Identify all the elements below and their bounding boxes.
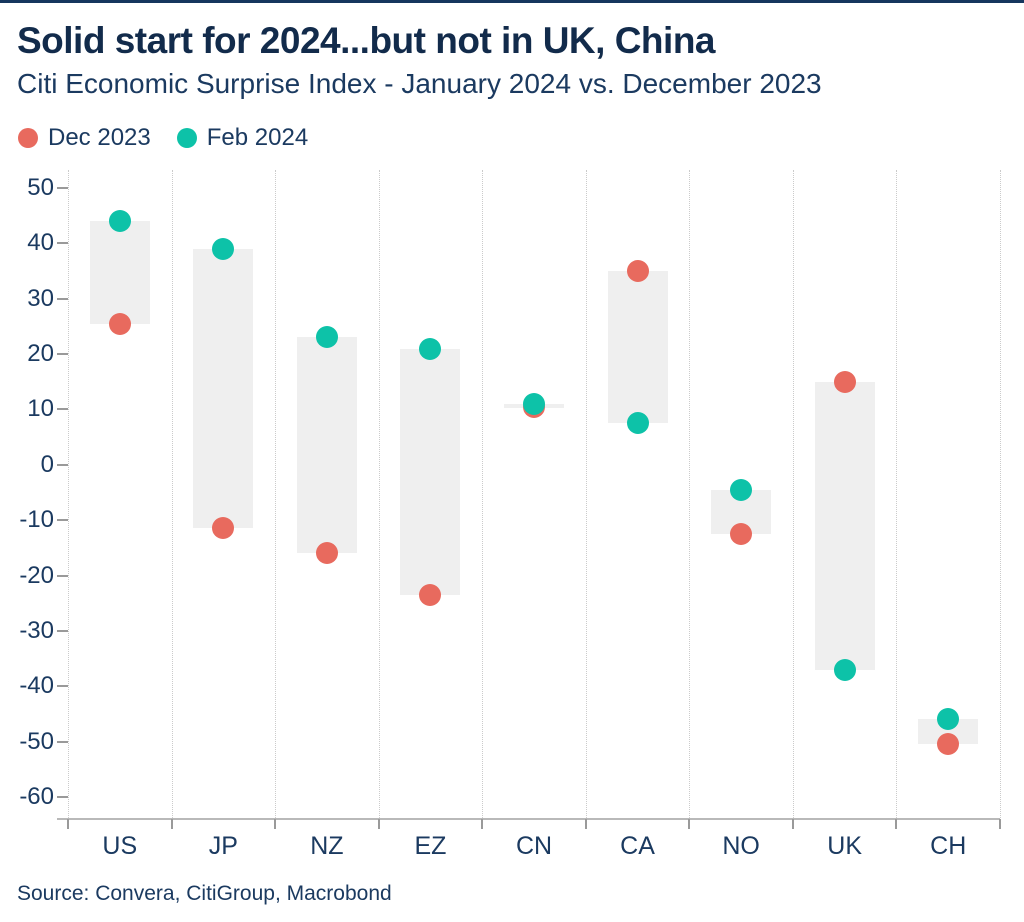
column-separator: [171, 170, 173, 818]
range-bar-CA: [607, 271, 668, 424]
x-tick: [481, 819, 484, 829]
column-separator: [896, 170, 898, 818]
column-separator: [275, 170, 277, 818]
x-tick: [170, 819, 173, 829]
y-tick-label: -30: [19, 616, 54, 644]
y-tick-label: -50: [19, 727, 54, 755]
x-axis-label: JP: [208, 832, 238, 860]
feb-dot-US: [108, 210, 131, 233]
y-axis-line: [68, 170, 69, 818]
legend: Dec 2023 Feb 2024: [18, 124, 324, 152]
y-tick: [57, 685, 68, 688]
dec-dot-NO: [730, 523, 753, 546]
x-axis-label: CA: [620, 832, 655, 860]
dec-dot-US: [108, 312, 131, 335]
column-separator: [1000, 170, 1001, 818]
legend-dec-label: Dec 2023: [48, 124, 151, 151]
range-bar-EZ: [400, 348, 461, 595]
chart-subtitle: Citi Economic Surprise Index - January 2…: [17, 68, 822, 99]
y-tick-label: -40: [19, 672, 54, 700]
top-rule: [0, 0, 1024, 3]
y-tick: [57, 740, 68, 743]
legend-feb-label: Feb 2024: [206, 124, 309, 151]
column-separator: [378, 170, 380, 818]
dec-dot-JP: [212, 517, 235, 540]
y-tick: [57, 408, 68, 411]
y-tick: [57, 796, 68, 798]
x-axis-label: NZ: [310, 832, 344, 860]
x-tick: [67, 819, 69, 829]
feb-dot-EZ: [419, 337, 442, 360]
legend-feb-dot-icon: [176, 128, 197, 148]
y-tick-label: -60: [19, 783, 54, 810]
x-axis-label: CN: [515, 832, 553, 860]
dec-dot-UK: [833, 370, 856, 393]
dec-dot-CA: [626, 260, 649, 283]
range-bar-US: [89, 221, 150, 324]
dec-dot-NZ: [315, 542, 338, 565]
y-tick: [57, 242, 68, 245]
dec-dot-CH: [937, 733, 960, 756]
x-tick: [895, 819, 898, 829]
feb-dot-NZ: [315, 326, 338, 349]
y-tick-label: 20: [27, 340, 54, 368]
y-tick-label: 30: [27, 284, 54, 312]
range-bar-UK: [814, 381, 875, 670]
y-tick-label: -20: [19, 561, 54, 589]
y-tick: [57, 463, 68, 466]
chart-title: Solid start for 2024...but not in UK, Ch…: [17, 20, 716, 61]
column-separator: [585, 170, 587, 818]
x-axis-label: NO: [722, 832, 760, 860]
x-axis-label: CH: [930, 832, 967, 860]
feb-dot-NO: [730, 478, 753, 501]
y-tick-label: 50: [27, 174, 54, 201]
x-axis-label: US: [102, 832, 138, 860]
y-tick: [57, 353, 68, 356]
x-axis-line: [57, 818, 1000, 820]
feb-dot-UK: [833, 658, 856, 681]
y-tick: [57, 574, 68, 577]
y-tick-label: 0: [40, 450, 54, 478]
x-tick: [584, 819, 587, 829]
x-tick: [274, 819, 277, 829]
source-note: Source: Convera, CitiGroup, Macrobond: [17, 882, 392, 905]
x-tick: [377, 819, 380, 829]
feb-dot-CN: [523, 392, 545, 415]
legend-dec-dot-icon: [18, 128, 38, 148]
y-tick: [57, 629, 68, 632]
y-tick: [57, 297, 68, 300]
column-separator: [792, 170, 794, 818]
range-bar-JP: [193, 248, 254, 529]
range-bar-NZ: [296, 337, 357, 554]
y-tick-label: 10: [27, 395, 54, 423]
y-tick: [57, 519, 68, 522]
column-separator: [689, 170, 691, 818]
x-tick: [688, 819, 691, 829]
feb-dot-JP: [212, 237, 235, 260]
y-tick-label: -10: [19, 506, 54, 534]
feb-dot-CA: [626, 412, 649, 435]
dec-dot-EZ: [419, 583, 442, 606]
x-axis-label: EZ: [414, 832, 447, 860]
x-tick: [791, 819, 794, 829]
y-tick-label: 40: [27, 229, 54, 257]
x-axis-label: UK: [827, 832, 863, 860]
column-separator: [482, 170, 484, 818]
y-tick: [57, 187, 68, 189]
x-tick: [999, 819, 1001, 829]
feb-dot-CH: [937, 708, 960, 731]
